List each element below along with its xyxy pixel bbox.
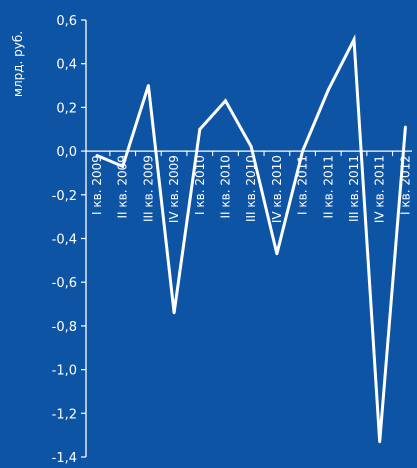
data-point [404, 125, 407, 129]
x-tick-label: IV кв. 2010 [270, 155, 284, 223]
x-tick-label: I кв. 2010 [193, 155, 207, 215]
x-tick-label: III кв. 2010 [244, 155, 258, 222]
axes: 0,6 0,4 0,2 0,0 -0,2 -0,4 -0,6 -0,8 -1,0 -1,2 -1,4 [52, 14, 412, 466]
x-tick-label: I кв. 2009 [90, 155, 104, 215]
y-tick-label: 0,6 [56, 14, 77, 29]
data-point [147, 84, 150, 87]
y-tick-label: 0,2 [56, 101, 77, 116]
y-tick-label: -0,8 [52, 320, 77, 335]
x-tick-label: III кв. 2009 [141, 155, 155, 222]
y-tick-label: -1,2 [52, 407, 77, 422]
series-line [96, 34, 407, 442]
data-point [198, 127, 202, 131]
y-tick-label: -0,2 [52, 189, 77, 204]
y-tick-label: 0,4 [56, 58, 77, 73]
y-tick-label: 0,0 [56, 145, 77, 160]
data-point [301, 149, 304, 153]
y-tick-label: -0,6 [52, 276, 77, 291]
y-tick-label: -1,4 [52, 451, 77, 464]
x-tick-label: II кв. 2011 [321, 155, 335, 218]
data-point [275, 252, 279, 256]
y-tick-label: -0,4 [52, 233, 77, 248]
data-point [249, 145, 253, 149]
x-tick-label: II кв. 2010 [219, 155, 233, 218]
data-point [378, 440, 382, 444]
y-axis-label: млрд. руб. [11, 31, 25, 97]
x-tick-label: III кв. 2011 [347, 155, 361, 222]
y-tick-label: -1,0 [52, 364, 77, 379]
data-point [172, 311, 176, 315]
data-point [121, 164, 125, 168]
data-point [326, 88, 330, 92]
x-tick-label: I кв. 2011 [296, 155, 310, 215]
x-tick-label: II кв. 2009 [116, 155, 130, 218]
data-point [352, 38, 356, 42]
x-tick-label: IV кв. 2011 [373, 155, 387, 223]
x-tick-label: IV кв. 2009 [167, 155, 181, 223]
series-layer [95, 34, 407, 444]
data-point [95, 154, 99, 157]
data-point [224, 99, 227, 103]
